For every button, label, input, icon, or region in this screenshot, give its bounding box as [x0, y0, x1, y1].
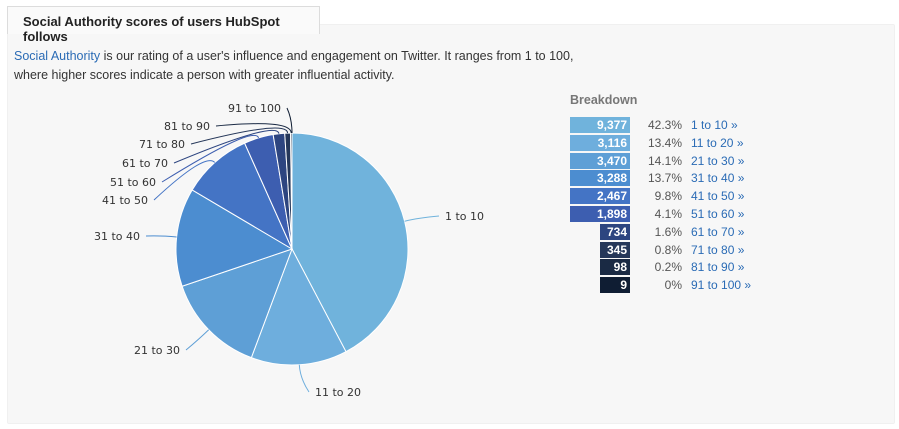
breakdown-percent: 13.4%	[647, 135, 682, 150]
breakdown-count: 9,377	[570, 117, 630, 133]
breakdown-range-link[interactable]: 41 to 50 »	[691, 189, 745, 204]
pie-slice[interactable]	[250, 247, 347, 366]
leader-line	[215, 123, 292, 134]
breakdown-row: 1,898 4.1% 51 to 60 »	[570, 206, 899, 224]
leader-line	[161, 134, 260, 183]
panel-tab[interactable]: Social Authority scores of users HubSpot…	[7, 6, 320, 44]
breakdown-row: 3,470 14.1% 21 to 30 »	[570, 152, 899, 171]
breakdown-percent: 1.6%	[654, 224, 682, 239]
leader-line	[173, 129, 280, 164]
breakdown-row: 2,467 9.8% 41 to 50 »	[570, 188, 899, 206]
leader-line	[298, 364, 310, 393]
chart-panel	[7, 24, 895, 424]
leader-line	[286, 107, 293, 134]
slice-label: 31 to 40	[94, 230, 140, 243]
breakdown-range-link[interactable]: 91 to 100 »	[691, 278, 752, 293]
slice-label: 21 to 30	[134, 344, 180, 357]
breakdown-count: 9	[600, 277, 630, 294]
breakdown-count: 1,898	[570, 206, 630, 222]
breakdown-range-link[interactable]: 21 to 30 »	[691, 153, 745, 168]
breakdown-count: 3,470	[570, 152, 630, 169]
pie-slice[interactable]	[181, 248, 293, 359]
breakdown-range-link[interactable]: 11 to 20 »	[691, 135, 744, 150]
slice-label: 11 to 20	[315, 386, 361, 399]
breakdown-count: 98	[600, 259, 630, 276]
breakdown-row: 734 1.6% 61 to 70 »	[570, 223, 899, 242]
breakdown-percent: 9.8%	[654, 189, 682, 204]
pie-slice[interactable]	[291, 132, 409, 353]
breakdown-row: 9 0% 91 to 100 »	[570, 277, 899, 295]
breakdown-row: 345 0.8% 71 to 80 »	[570, 241, 899, 260]
leader-line	[153, 160, 216, 201]
breakdown-count: 2,467	[570, 188, 630, 205]
slice-label: 81 to 90	[164, 120, 210, 133]
slice-label: 41 to 50	[102, 194, 148, 207]
breakdown-row: 98 0.2% 81 to 90 »	[570, 259, 899, 277]
breakdown-percent: 0%	[664, 278, 682, 293]
breakdown-range-link[interactable]: 1 to 10 »	[691, 118, 738, 132]
slice-label: 51 to 60	[110, 176, 156, 189]
panel-title: Social Authority scores of users HubSpot…	[23, 14, 280, 44]
breakdown-range-link[interactable]: 61 to 70 »	[691, 224, 745, 239]
slice-label: 71 to 80	[139, 138, 185, 151]
breakdown-title: Breakdown	[570, 93, 638, 107]
pie-slice[interactable]	[175, 189, 294, 287]
breakdown-percent: 0.8%	[654, 242, 682, 257]
breakdown-percent: 42.3%	[647, 118, 682, 132]
breakdown-row: 9,377 42.3% 1 to 10 »	[570, 117, 899, 135]
breakdown-range-link[interactable]: 31 to 40 »	[691, 171, 745, 186]
slice-label: 91 to 100	[228, 102, 281, 115]
social-authority-link[interactable]: Social Authority	[14, 49, 101, 63]
breakdown-percent: 13.7%	[647, 171, 682, 186]
description-text: is our rating of a user's influence and …	[14, 49, 574, 82]
description: Social Authority is our rating of a user…	[14, 47, 604, 85]
leader-line	[404, 215, 440, 222]
breakdown-row: 3,288 13.7% 31 to 40 »	[570, 170, 899, 188]
breakdown-percent: 0.2%	[654, 260, 682, 275]
breakdown-range-link[interactable]: 81 to 90 »	[691, 260, 745, 275]
leader-line	[190, 127, 289, 145]
breakdown-count: 3,288	[570, 170, 630, 187]
breakdown-range-link[interactable]: 51 to 60 »	[691, 207, 745, 221]
breakdown-count: 734	[600, 223, 630, 240]
leader-line	[185, 329, 210, 351]
slice-label: 1 to 10	[445, 210, 484, 223]
slice-label: 61 to 70	[122, 157, 168, 170]
breakdown-percent: 4.1%	[654, 207, 682, 221]
leader-line	[145, 235, 177, 238]
breakdown-count: 345	[600, 241, 630, 258]
breakdown-percent: 14.1%	[647, 153, 682, 168]
breakdown-count: 3,116	[570, 134, 630, 151]
breakdown-range-link[interactable]: 71 to 80 »	[691, 242, 745, 257]
breakdown-row: 3,116 13.4% 11 to 20 »	[570, 134, 899, 153]
